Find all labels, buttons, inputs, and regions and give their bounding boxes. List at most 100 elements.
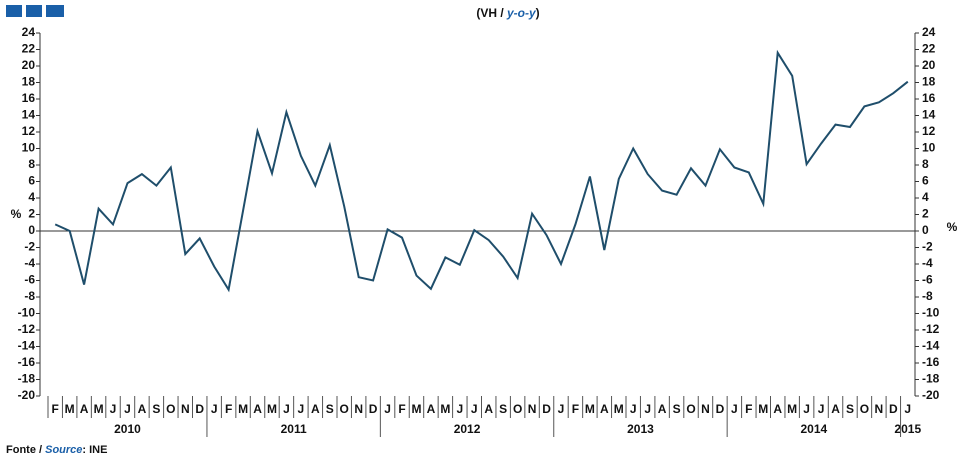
x-tick-label: M xyxy=(440,402,450,416)
x-tick-label: J xyxy=(818,402,825,416)
x-tick-label: D xyxy=(542,402,551,416)
x-tick-label: O xyxy=(686,402,695,416)
x-tick-label: N xyxy=(701,402,710,416)
y2-tick-label: 0 xyxy=(922,223,929,237)
source-part: Source xyxy=(45,444,82,456)
y2-tick-label: 8 xyxy=(922,157,929,171)
x-tick-label: N xyxy=(354,402,363,416)
y-tick-label: -2 xyxy=(24,240,35,254)
y2-tick-label: -10 xyxy=(922,306,940,320)
x-tick-label: M xyxy=(94,402,104,416)
y-tick-label: 14 xyxy=(22,108,36,122)
x-tick-label: D xyxy=(369,402,378,416)
y-tick-label: 6 xyxy=(28,174,35,188)
x-tick-label: D xyxy=(889,402,898,416)
x-tick-label: J xyxy=(456,402,463,416)
y2-tick-label: 24 xyxy=(922,25,936,39)
x-tick-label: J xyxy=(904,402,911,416)
x-tick-label: O xyxy=(166,402,175,416)
logo-block xyxy=(6,5,22,17)
x-tick-label: O xyxy=(513,402,522,416)
x-tick-label: F xyxy=(52,402,59,416)
title-part: (VH / xyxy=(476,6,507,20)
y-tick-label: 18 xyxy=(22,75,36,89)
y2-tick-label: 10 xyxy=(922,141,936,155)
y-tick-label: 20 xyxy=(22,58,36,72)
chart-title: (VH / y-o-y) xyxy=(476,6,539,20)
y2-tick-label: -6 xyxy=(922,273,933,287)
y2-tick-label: 20 xyxy=(922,58,936,72)
x-tick-label: A xyxy=(658,402,667,416)
source: Fonte / Source: INE xyxy=(6,444,107,456)
x-tick-label: A xyxy=(773,402,782,416)
x-tick-label: A xyxy=(600,402,609,416)
year-label: 2012 xyxy=(454,422,481,436)
y2-tick-label: 12 xyxy=(922,124,936,138)
y-tick-label: -20 xyxy=(18,388,36,402)
x-tick-label: A xyxy=(138,402,147,416)
x-tick-label: J xyxy=(283,402,290,416)
y2-tick-label: 22 xyxy=(922,42,936,56)
source-part: Fonte / xyxy=(6,444,45,456)
y-axis-label: % xyxy=(11,207,22,221)
x-tick-label: M xyxy=(758,402,768,416)
y-tick-label: 24 xyxy=(22,25,36,39)
y-tick-label: 2 xyxy=(28,207,35,221)
x-tick-label: S xyxy=(499,402,507,416)
x-tick-label: D xyxy=(195,402,204,416)
y2-tick-label: 4 xyxy=(922,190,929,204)
y2-tick-label: 16 xyxy=(922,91,936,105)
x-tick-label: N xyxy=(875,402,884,416)
y2-tick-label: 18 xyxy=(922,75,936,89)
y-tick-label: -6 xyxy=(24,273,35,287)
y2-tick-label: -2 xyxy=(922,240,933,254)
x-tick-label: F xyxy=(398,402,405,416)
y2-tick-label: -20 xyxy=(922,388,940,402)
year-label: 2011 xyxy=(281,422,307,436)
x-tick-label: J xyxy=(110,402,117,416)
y2-tick-label: 14 xyxy=(922,108,936,122)
y2-tick-label: -14 xyxy=(922,339,940,353)
x-tick-label: A xyxy=(80,402,89,416)
x-tick-label: N xyxy=(528,402,537,416)
x-tick-label: S xyxy=(326,402,334,416)
x-tick-label: J xyxy=(558,402,565,416)
x-tick-label: J xyxy=(471,402,478,416)
y-tick-label: -12 xyxy=(18,322,36,336)
year-label: 2015 xyxy=(894,422,921,436)
x-tick-label: M xyxy=(238,402,248,416)
x-tick-label: F xyxy=(572,402,579,416)
y-tick-label: 16 xyxy=(22,91,36,105)
year-label: 2014 xyxy=(800,422,827,436)
title-part: ) xyxy=(536,6,540,20)
y-tick-label: 10 xyxy=(22,141,36,155)
x-tick-label: A xyxy=(831,402,840,416)
y-tick-label: 0 xyxy=(28,223,35,237)
y2-tick-label: 2 xyxy=(922,207,929,221)
y2-tick-label: -8 xyxy=(922,289,933,303)
x-tick-label: J xyxy=(731,402,738,416)
x-tick-label: F xyxy=(225,402,232,416)
y2-tick-label: -12 xyxy=(922,322,940,336)
y-tick-label: -4 xyxy=(24,256,35,270)
x-tick-label: A xyxy=(484,402,493,416)
y-tick-label: -14 xyxy=(18,339,36,353)
logo-block xyxy=(46,5,64,17)
source-part: : INE xyxy=(82,444,107,456)
x-tick-label: S xyxy=(152,402,160,416)
x-tick-label: J xyxy=(211,402,218,416)
y2-tick-label: -18 xyxy=(922,372,940,386)
x-tick-label: M xyxy=(787,402,797,416)
x-tick-label: J xyxy=(803,402,810,416)
logo-block xyxy=(26,5,42,17)
x-tick-label: M xyxy=(65,402,75,416)
y2-tick-label: 6 xyxy=(922,174,929,188)
x-tick-label: M xyxy=(267,402,277,416)
x-tick-label: A xyxy=(253,402,262,416)
y2-axis-label: % xyxy=(947,220,958,234)
x-tick-label: A xyxy=(427,402,436,416)
x-tick-label: J xyxy=(630,402,637,416)
x-tick-label: J xyxy=(124,402,131,416)
x-tick-label: S xyxy=(673,402,681,416)
